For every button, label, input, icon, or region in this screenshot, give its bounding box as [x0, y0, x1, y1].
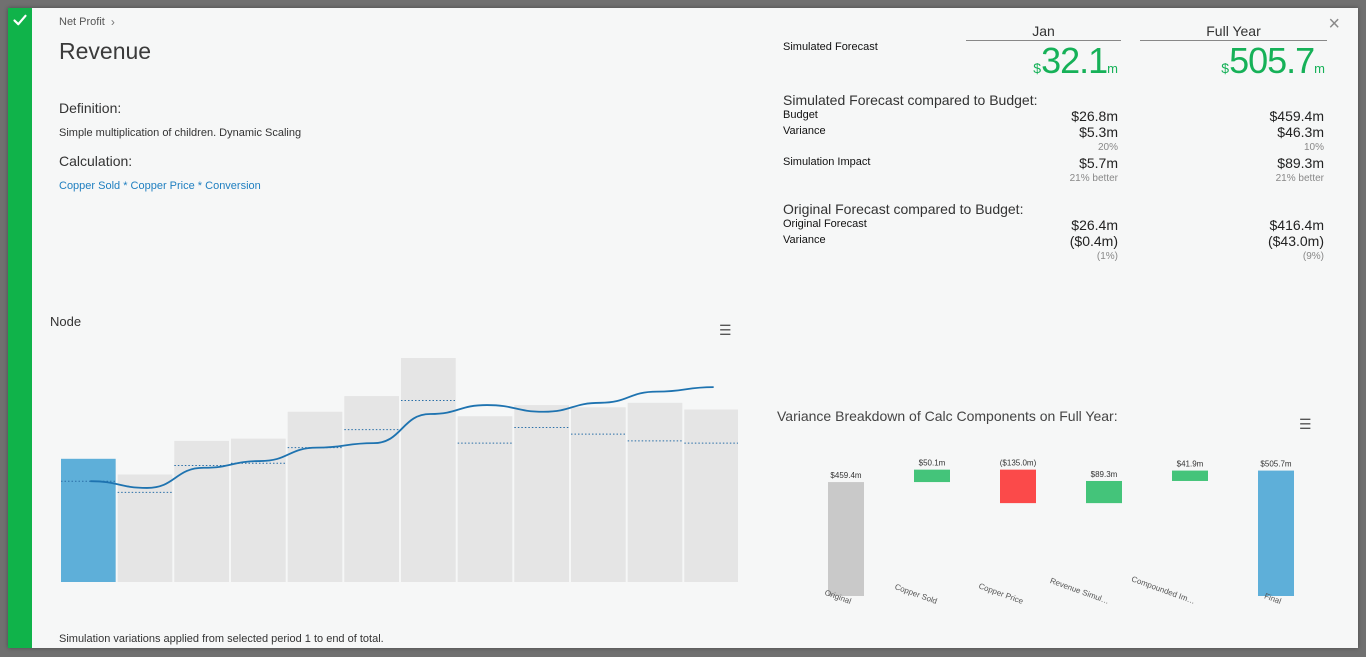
- original-forecast-label: Original Forecast: [783, 218, 867, 230]
- variance-pct-jan: 20%: [1097, 142, 1118, 153]
- node-bar[interactable]: [61, 458, 116, 582]
- waterfall-data-label: $89.3m: [1091, 470, 1118, 479]
- column-header-full-year: Full Year: [1140, 23, 1327, 41]
- original-heading: Original Forecast compared to Budget:: [783, 201, 1024, 217]
- waterfall-bar[interactable]: [914, 469, 950, 483]
- node-bar[interactable]: [571, 407, 626, 582]
- waterfall-data-label: $505.7m: [1260, 460, 1291, 469]
- chevron-right-icon: ›: [110, 15, 115, 29]
- definition-heading: Definition:: [59, 100, 122, 116]
- budget-full-year: $459.4m: [1269, 108, 1324, 124]
- close-button[interactable]: ×: [1328, 13, 1340, 35]
- check-icon: [13, 14, 27, 26]
- budget-label: Budget: [783, 109, 818, 121]
- node-bar[interactable]: [514, 405, 569, 582]
- node-bar[interactable]: [401, 358, 456, 582]
- original-variance-pct-jan: (1%): [1096, 251, 1118, 262]
- node-bar[interactable]: [117, 474, 173, 582]
- variance-label: Variance: [783, 125, 826, 137]
- waterfall-bar[interactable]: [1086, 480, 1122, 504]
- waterfall-bar[interactable]: [1172, 470, 1208, 481]
- waterfall-data-label: $50.1m: [919, 459, 946, 468]
- node-bar[interactable]: [231, 438, 286, 582]
- original-variance-label: Variance: [783, 234, 826, 246]
- node-trend-line: [90, 386, 714, 489]
- vs-budget-heading: Simulated Forecast compared to Budget:: [783, 92, 1038, 108]
- page-title: Revenue: [59, 38, 152, 64]
- waterfall-bar[interactable]: [1000, 469, 1036, 504]
- variance-pct-full-year: 10%: [1303, 142, 1324, 153]
- variance-jan: $5.3m: [1079, 124, 1118, 140]
- node-chart-title: Node: [50, 314, 82, 329]
- original-variance-jan: ($0.4m): [1069, 233, 1118, 249]
- breadcrumb-item-net-profit[interactable]: Net Profit: [59, 16, 105, 28]
- node-bar[interactable]: [457, 416, 513, 582]
- node-bar[interactable]: [627, 402, 683, 582]
- simulation-impact-jan: $5.7m: [1079, 155, 1118, 171]
- simulation-impact-label: Simulation Impact: [783, 156, 871, 168]
- waterfall-data-label: ($135.0m): [1000, 459, 1037, 468]
- simulation-impact-note-full-year: 21% better: [1275, 173, 1324, 184]
- waterfall-tick-label: Compounded Im…: [1130, 574, 1196, 605]
- calculation-heading: Calculation:: [59, 153, 133, 169]
- footer-note: Simulation variations applied from selec…: [59, 633, 384, 645]
- waterfall-data-label: $459.4m: [830, 471, 861, 480]
- simulated-forecast-full-year: $505.7m: [1221, 40, 1325, 81]
- node-chart[interactable]: [58, 348, 738, 588]
- node-bar[interactable]: [684, 409, 738, 582]
- column-header-jan: Jan: [966, 23, 1121, 41]
- waterfall-tick-label: Revenue Simul…: [1049, 576, 1111, 606]
- variance-full-year: $46.3m: [1277, 124, 1324, 140]
- variance-breakdown-title: Variance Breakdown of Calc Components on…: [777, 408, 1118, 424]
- node-bar[interactable]: [287, 411, 343, 582]
- waterfall-bar[interactable]: [828, 482, 864, 596]
- original-variance-full-year: ($43.0m): [1267, 233, 1324, 249]
- simulation-impact-note-jan: 21% better: [1069, 173, 1118, 184]
- node-chart-menu-icon[interactable]: ☰: [719, 322, 732, 338]
- waterfall-tick-label: Copper Price: [977, 581, 1024, 606]
- simulated-forecast-label: Simulated Forecast: [783, 41, 878, 53]
- waterfall-data-label: $41.9m: [1177, 460, 1204, 469]
- node-bar[interactable]: [344, 396, 399, 582]
- calculation-formula-link[interactable]: Copper Sold * Copper Price * Conversion: [59, 180, 261, 192]
- waterfall-tick-label: Copper Sold: [894, 582, 939, 606]
- variance-chart-menu-icon[interactable]: ☰: [1299, 416, 1312, 432]
- waterfall-bar[interactable]: [1258, 470, 1294, 596]
- revenue-detail-dialog: × Net Profit › Revenue Definition: Simpl…: [8, 8, 1358, 648]
- original-variance-pct-full-year: (9%): [1302, 251, 1324, 262]
- simulation-impact-full-year: $89.3m: [1277, 155, 1324, 171]
- node-bar[interactable]: [174, 440, 229, 582]
- original-forecast-jan: $26.4m: [1071, 217, 1118, 233]
- budget-jan: $26.8m: [1071, 108, 1118, 124]
- simulated-forecast-jan: $32.1m: [1033, 40, 1118, 81]
- definition-text: Simple multiplication of children. Dynam…: [59, 127, 302, 139]
- breadcrumb[interactable]: Net Profit ›: [59, 15, 115, 29]
- original-forecast-full-year: $416.4m: [1269, 217, 1324, 233]
- status-strip: [8, 8, 32, 648]
